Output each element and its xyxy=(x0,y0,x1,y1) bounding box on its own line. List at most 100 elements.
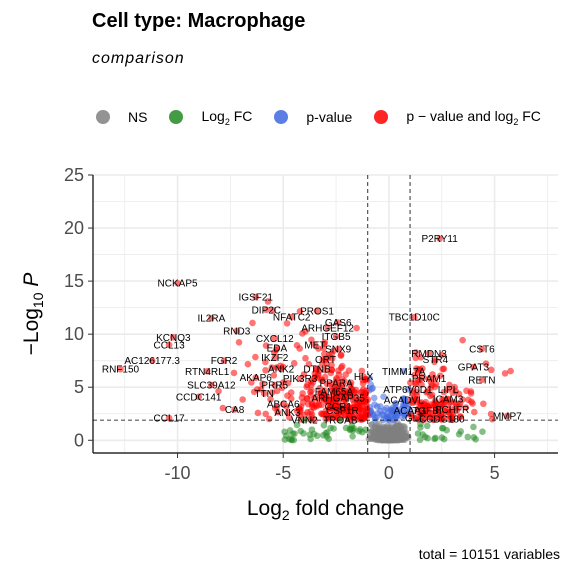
sig-point xyxy=(302,354,309,362)
log2fc-point xyxy=(320,422,328,429)
gene-label: LIPL xyxy=(438,385,459,396)
ns-point xyxy=(394,433,401,440)
sig-point xyxy=(278,384,286,392)
sig-point xyxy=(296,307,304,315)
y-tick-label: 20 xyxy=(64,218,84,238)
gene-label: PROS1 xyxy=(300,306,334,317)
gene-label: GLT xyxy=(405,413,424,424)
gene-point xyxy=(165,341,173,349)
sig-point xyxy=(301,411,309,419)
gene-label: DTNB xyxy=(303,365,331,376)
log2fc-point xyxy=(464,433,472,441)
sig-point xyxy=(264,298,272,305)
gene-label: IKZF2 xyxy=(261,353,289,364)
gene-label: AC126177.3 xyxy=(124,356,180,367)
x-tick-label: -5 xyxy=(275,463,291,483)
gene-label: IL2RA xyxy=(197,314,225,325)
sig-point xyxy=(244,360,252,368)
sig-point xyxy=(440,365,448,373)
sig-point xyxy=(315,401,323,409)
gene-point xyxy=(444,395,452,403)
log2fc-point xyxy=(348,422,356,429)
sig-point xyxy=(219,404,227,412)
sig-point xyxy=(487,410,495,418)
gene-label: AKAP6 xyxy=(240,373,273,384)
log2fc-point xyxy=(443,426,450,434)
gene-point xyxy=(410,414,418,422)
ns-point xyxy=(403,433,410,441)
sig-point xyxy=(305,400,312,408)
sig-point xyxy=(456,402,463,410)
pvalue-point xyxy=(398,409,405,416)
gene-label: PIK3R3 xyxy=(283,374,318,385)
sig-point xyxy=(407,379,414,386)
gene-label: RTN4RL1 xyxy=(185,367,230,378)
sig-point xyxy=(337,352,345,359)
gene-label: ACADVL xyxy=(384,395,424,406)
sig-point xyxy=(273,387,281,395)
gene-point xyxy=(170,334,177,341)
gene-point xyxy=(478,376,486,384)
gene-point xyxy=(284,409,291,416)
gene-label: ORT xyxy=(315,355,336,366)
legend-key-pvalue xyxy=(274,110,289,124)
chart-title: Cell type: Macrophage xyxy=(92,10,306,32)
sig-point xyxy=(417,353,425,361)
sig-point xyxy=(415,369,423,377)
pvalue-point xyxy=(381,406,388,414)
ns-point xyxy=(384,427,392,434)
ns-point xyxy=(399,422,407,430)
sig-point xyxy=(353,324,360,332)
gene-point xyxy=(332,379,340,387)
sig-point xyxy=(262,342,270,349)
y-tick-label: 25 xyxy=(64,165,84,185)
sig-point xyxy=(345,367,353,374)
gene-label: TBC1D10C xyxy=(389,313,440,324)
gene-point xyxy=(334,403,342,410)
sig-point xyxy=(342,393,349,401)
sig-point xyxy=(308,336,315,344)
gene-label: RETN xyxy=(468,375,495,386)
gene-point xyxy=(277,365,285,373)
gene-label: VNN2 xyxy=(291,416,318,427)
pvalue-point xyxy=(380,393,387,400)
gene-label: NFATC2 xyxy=(273,313,311,324)
gene-point xyxy=(400,367,408,375)
legend-label-pvalue: p-value xyxy=(306,109,353,125)
gene-point xyxy=(423,407,431,414)
gene-point xyxy=(425,349,433,357)
gene-point xyxy=(478,345,486,353)
log2fc-point xyxy=(349,432,356,440)
gene-label: CST6 xyxy=(469,345,495,356)
sig-point xyxy=(428,391,436,399)
sig-point xyxy=(459,336,466,344)
ns-point xyxy=(372,430,379,437)
ns-point xyxy=(373,422,381,429)
sig-point xyxy=(456,413,464,421)
gene-label: CCL13 xyxy=(154,340,186,351)
gene-label: TGFBI xyxy=(412,406,441,417)
legend: NS Log2 FC p-value p − value and log2 FC xyxy=(96,106,563,128)
gene-label: RMDN3 xyxy=(411,349,447,360)
sig-point xyxy=(412,349,420,356)
sig-point xyxy=(267,395,274,403)
log2fc-point xyxy=(356,426,364,433)
sig-point xyxy=(250,388,258,396)
gene-label: EDA xyxy=(267,343,288,354)
gene-label: ICAM3 xyxy=(433,394,464,405)
gene-point xyxy=(470,363,477,371)
gene-point xyxy=(271,335,279,342)
gene-point xyxy=(148,357,156,364)
sig-point xyxy=(321,350,328,358)
gene-label: SLC39A12 xyxy=(187,381,236,392)
sig-point xyxy=(482,360,490,367)
sig-point xyxy=(307,381,315,389)
gene-point xyxy=(117,365,124,373)
gene-point xyxy=(165,414,173,422)
gene-point xyxy=(279,400,287,408)
legend-label-log2fc: Log2 FC xyxy=(201,107,253,127)
log2fc-point xyxy=(416,436,424,444)
gene-point xyxy=(263,306,270,314)
gene-point xyxy=(330,388,338,395)
